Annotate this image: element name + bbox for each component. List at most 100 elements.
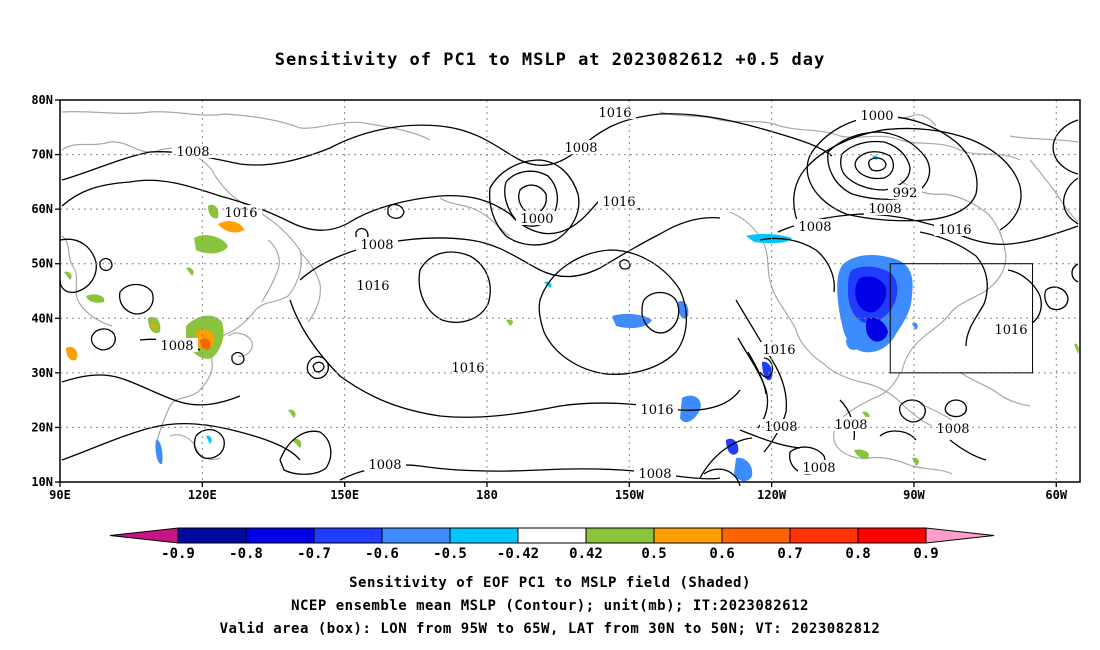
colorbar-tick-label: 0.42 — [569, 546, 603, 562]
colorbar-arrow-high — [925, 527, 995, 544]
contour-label: 1008 — [176, 145, 209, 160]
colorbar-cell — [585, 527, 655, 544]
colorbar-tick-label: 0.8 — [845, 546, 870, 562]
lat-label: 10N — [31, 475, 53, 489]
colorbar-cell — [177, 527, 247, 544]
label-bg — [156, 338, 198, 352]
label-bg — [864, 201, 906, 215]
label-bg — [856, 108, 898, 122]
colorbar-tick-label: -0.5 — [433, 546, 467, 562]
colorbar-cell — [517, 527, 587, 544]
contour-label: 1008 — [160, 339, 193, 354]
contour-label: 1008 — [564, 141, 597, 156]
colorbar-tick-label: 0.6 — [709, 546, 734, 562]
colorbar-cell — [245, 527, 315, 544]
coastlines — [61, 109, 1079, 475]
graticule — [60, 100, 1080, 482]
label-bg — [356, 237, 398, 251]
mslp-contours — [59, 113, 1079, 487]
contour-label: 1016 — [598, 106, 631, 121]
lat-label: 20N — [31, 420, 53, 434]
contour-label: 1016 — [994, 323, 1027, 338]
colorbar-cell — [653, 527, 723, 544]
contour-label: 1008 — [638, 467, 671, 482]
contour-label: 1016 — [938, 223, 971, 238]
colorbar-cell — [789, 527, 859, 544]
colorbar-cell — [449, 527, 519, 544]
colorbar-tick-label: -0.7 — [297, 546, 331, 562]
lon-label: 120E — [188, 488, 217, 502]
label-bg — [220, 205, 262, 219]
lat-label: 30N — [31, 366, 53, 380]
label-bg — [364, 457, 406, 471]
colorbar-cell — [857, 527, 927, 544]
lat-label: 80N — [31, 93, 53, 107]
contour-label: 1008 — [868, 202, 901, 217]
colorbar-tick-label: 0.5 — [641, 546, 666, 562]
map-title: Sensitivity of PC1 to MSLP at 2023082612… — [274, 50, 826, 70]
lon-label: 90E — [49, 488, 71, 502]
colorbar-tick-label: -0.42 — [497, 546, 539, 562]
colorbar-tick-label: 0.7 — [777, 546, 802, 562]
contour-label: 1016 — [356, 279, 389, 294]
lat-label: 70N — [31, 148, 53, 162]
lon-label: 60W — [1045, 488, 1067, 502]
contour-label: 1016 — [762, 343, 795, 358]
label-bg — [760, 419, 802, 433]
label-bg — [990, 322, 1032, 336]
caption-line-3: Valid area (box): LON from 95W to 65W, L… — [219, 621, 881, 637]
lon-label: 120W — [757, 488, 787, 502]
label-bg — [794, 219, 836, 233]
colorbar-cell — [381, 527, 451, 544]
lon-label: 90W — [903, 488, 925, 502]
colorbar-tick-label: -0.8 — [229, 546, 263, 562]
label-bg — [634, 466, 676, 480]
label-bg — [758, 342, 800, 356]
label-bg — [352, 278, 394, 292]
lat-label: 40N — [31, 311, 53, 325]
contour-label: 992 — [893, 186, 918, 201]
contour-label: 1016 — [451, 361, 484, 376]
label-bg — [516, 211, 558, 225]
colorbar-tick-label: 0.9 — [913, 546, 938, 562]
lon-label: 150W — [615, 488, 645, 502]
label-bg — [932, 421, 974, 435]
label-bg — [594, 105, 636, 119]
label-bg — [934, 222, 976, 236]
valid-area-rect — [889, 263, 1034, 374]
contour-label: 1008 — [802, 461, 835, 476]
axis-labels: 90E 120E 150E 180 150W 120W 90W 60W 80N 70N 60N 50N… — [31, 93, 1068, 502]
colorbar-cell — [721, 527, 791, 544]
lon-label: 180 — [476, 488, 498, 502]
lat-label: 50N — [31, 257, 53, 271]
colorbar-arrow-low — [109, 527, 179, 544]
lon-label: 150E — [330, 488, 359, 502]
contour-label: 1016 — [640, 403, 673, 418]
label-bg — [560, 140, 602, 154]
contour-label: 1008 — [368, 458, 401, 473]
map-frame — [59, 99, 1081, 483]
colorbar-cell — [313, 527, 383, 544]
valid-area-box — [889, 263, 1034, 374]
contour-label: 1016 — [602, 195, 635, 210]
sensitivity-shading — [64, 155, 1079, 482]
label-bg — [172, 144, 214, 158]
label-bg — [798, 460, 840, 474]
label-bg — [888, 185, 922, 199]
caption-line-2: NCEP ensemble mean MSLP (Contour); unit(… — [291, 598, 809, 614]
colorbar: -0.9 -0.8 -0.7 -0.6 -0.5 -0.42 0.42 0.5 0.6 0.7 0.… — [109, 527, 995, 562]
contour-label: 1008 — [360, 238, 393, 253]
label-bg — [636, 402, 678, 416]
contour-label: 1008 — [834, 418, 867, 433]
lat-label: 60N — [31, 202, 53, 216]
colorbar-tick-label: -0.9 — [161, 546, 195, 562]
contour-labels: 1016 1008 1000 992 1016 1008 1000 1016 1… — [156, 105, 1032, 482]
colorbar-tick-label: -0.6 — [365, 546, 399, 562]
contour-label: 1016 — [224, 206, 257, 221]
contour-label: 1008 — [936, 422, 969, 437]
contour-label: 1000 — [520, 212, 553, 227]
contour-label: 1008 — [798, 220, 831, 235]
caption-line-1: Sensitivity of EOF PC1 to MSLP field (Sh… — [349, 575, 751, 591]
contour-label: 1000 — [860, 109, 893, 124]
